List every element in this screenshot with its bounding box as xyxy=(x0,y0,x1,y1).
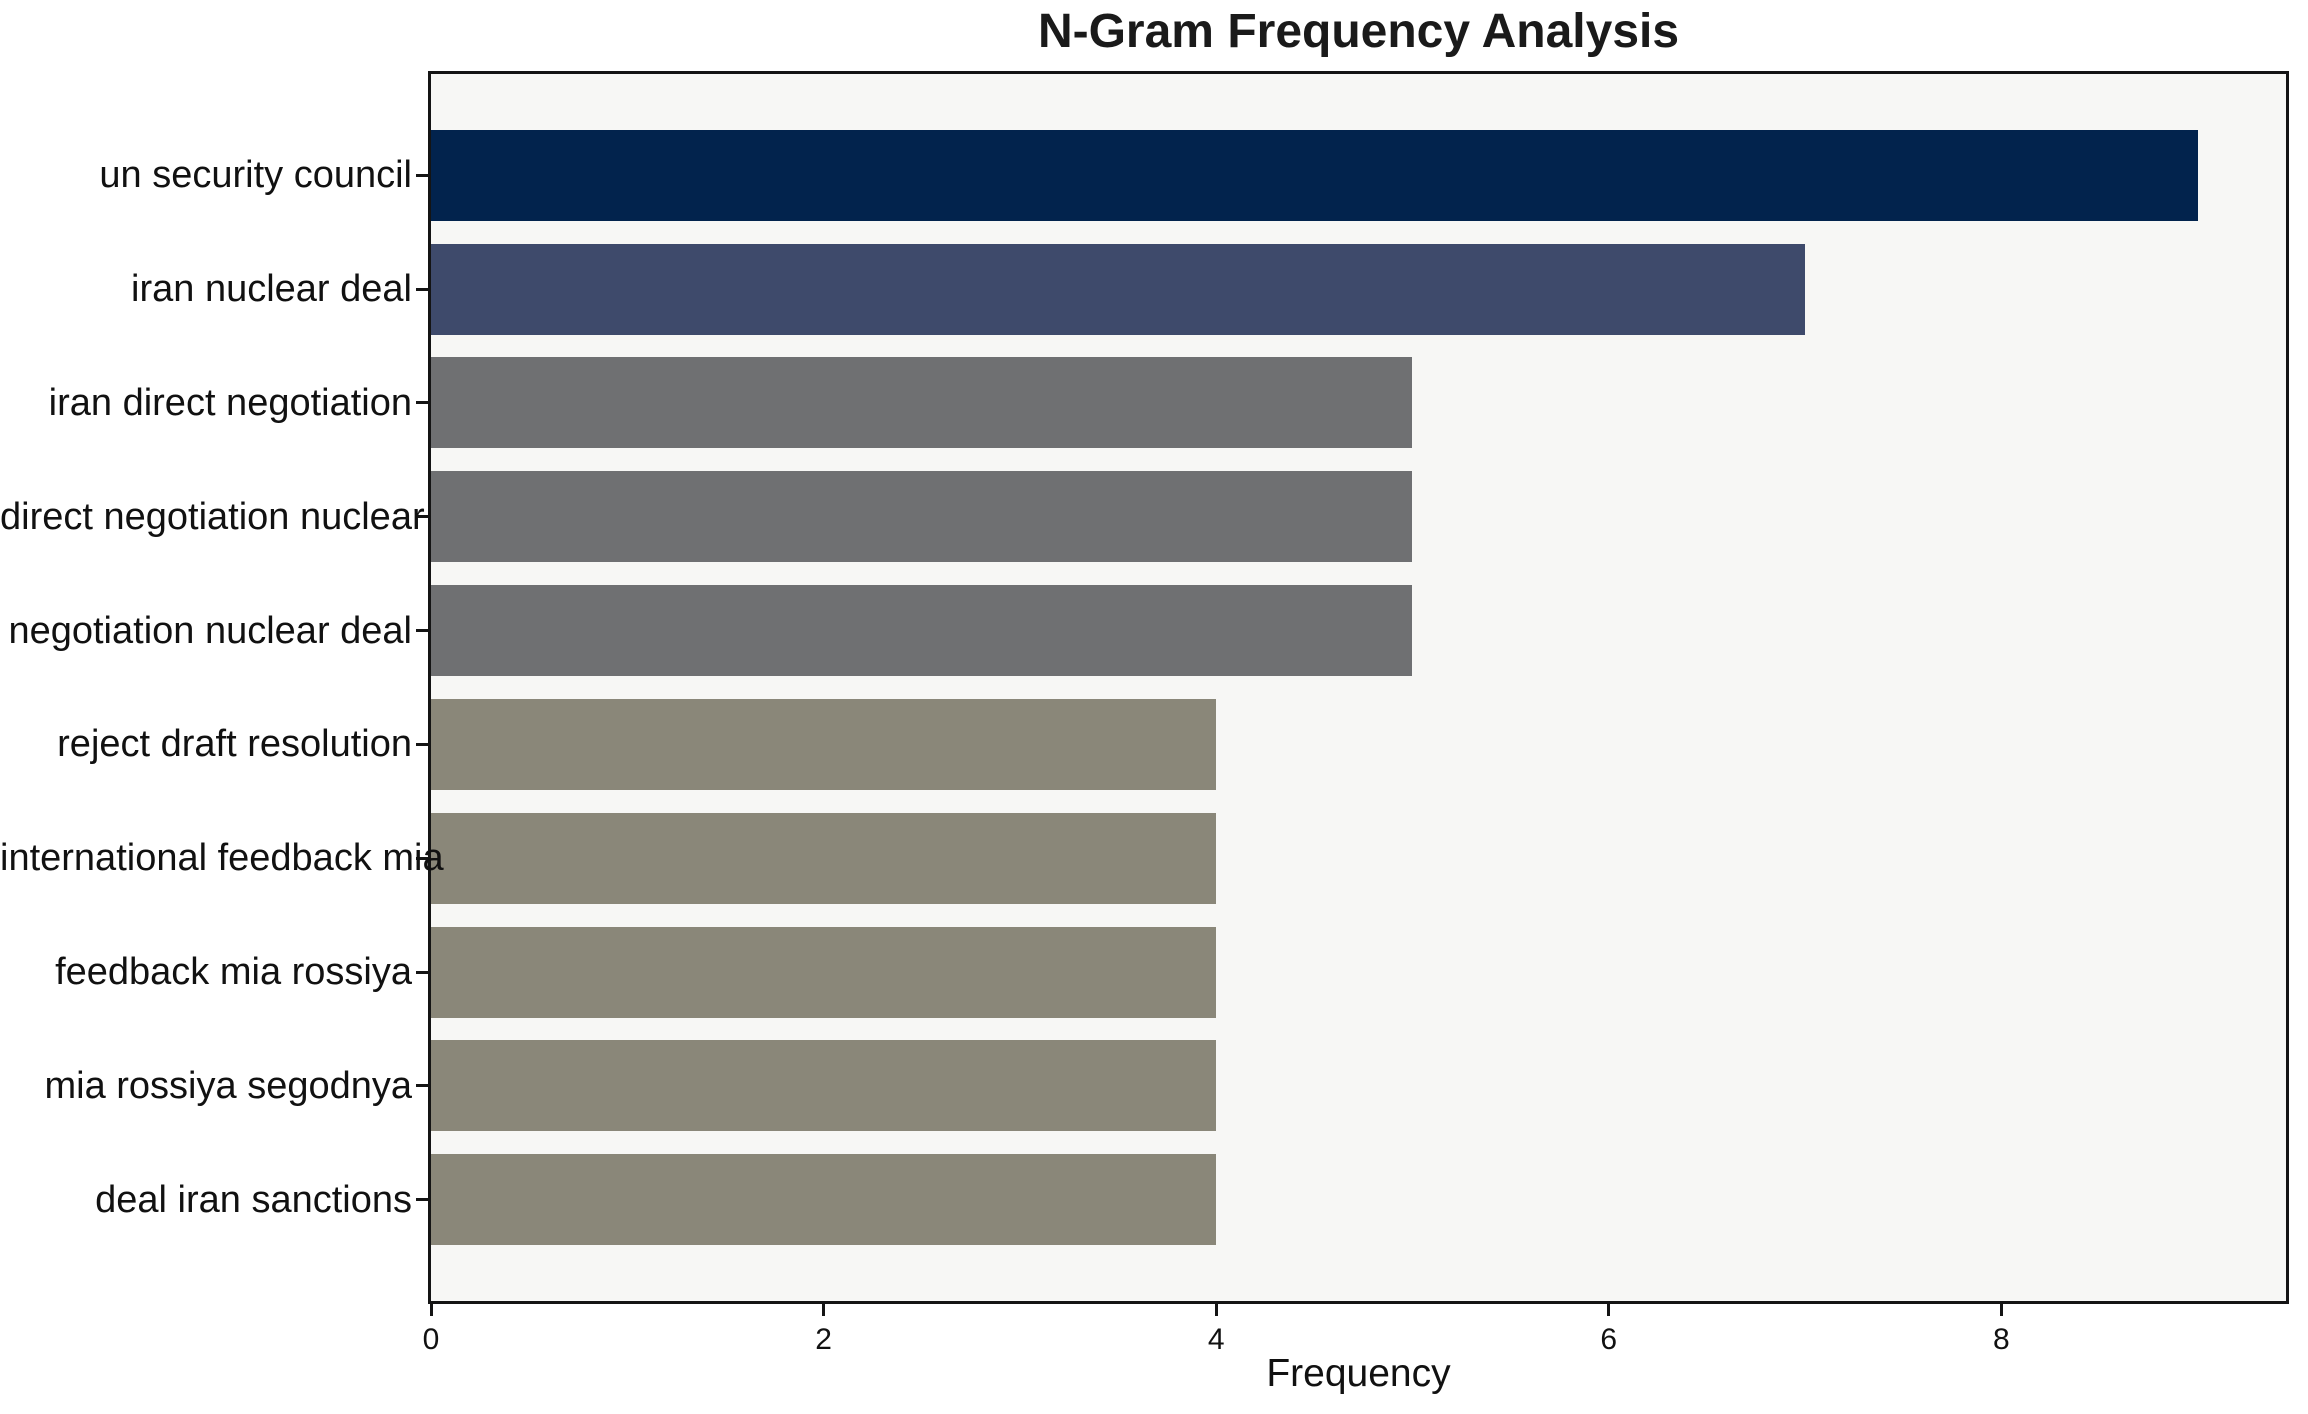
y-tick-label: direct negotiation nuclear xyxy=(0,495,425,538)
y-tick-mark xyxy=(416,1084,428,1088)
bar-iran-nuclear-deal xyxy=(431,243,1806,335)
plot-area xyxy=(428,71,2289,1304)
y-tick-label: feedback mia rossiya xyxy=(55,951,412,994)
y-tick-mark xyxy=(416,287,428,291)
y-tick-label: mia rossiya segodnya xyxy=(44,1064,412,1107)
bar-iran-direct-negotiation xyxy=(431,357,1413,449)
y-tick-label: iran direct negotiation xyxy=(48,381,412,424)
bar-negotiation-nuclear-deal xyxy=(431,585,1413,677)
x-tick-label: 4 xyxy=(1207,1323,1225,1356)
x-tick-label: 0 xyxy=(422,1323,440,1356)
y-tick-mark xyxy=(416,401,428,405)
bar-un-security-council xyxy=(431,129,2198,221)
y-tick-label: iran nuclear deal xyxy=(131,268,412,311)
y-tick-mark xyxy=(416,629,428,633)
bar-feedback-mia-rossiya xyxy=(431,926,1217,1018)
y-tick-mark xyxy=(416,742,428,746)
y-tick-mark xyxy=(416,970,428,974)
x-tick-mark xyxy=(1214,1304,1218,1316)
y-tick-mark xyxy=(416,173,428,177)
x-tick-mark xyxy=(429,1304,433,1316)
bar-direct-negotiation-nuclear xyxy=(431,471,1413,563)
bar-reject-draft-resolution xyxy=(431,698,1217,790)
y-tick-label: reject draft resolution xyxy=(57,723,412,766)
y-tick-label: un security council xyxy=(99,154,412,197)
y-tick-mark xyxy=(416,515,428,519)
x-tick-label: 2 xyxy=(815,1323,832,1356)
bar-deal-iran-sanctions xyxy=(431,1154,1217,1246)
y-tick-label: negotiation nuclear deal xyxy=(8,609,412,652)
x-axis-title: Frequency xyxy=(1266,1352,1451,1395)
x-tick-mark xyxy=(1999,1304,2003,1316)
y-tick-mark xyxy=(416,856,428,860)
y-tick-label: deal iran sanctions xyxy=(95,1178,412,1221)
x-tick-mark xyxy=(822,1304,826,1316)
bar-international-feedback-mia xyxy=(431,812,1217,904)
y-tick-mark xyxy=(416,1198,428,1202)
chart-title: N-Gram Frequency Analysis xyxy=(1037,5,1680,58)
y-tick-label: international feedback mia xyxy=(0,837,444,880)
x-tick-label: 6 xyxy=(1600,1323,1618,1356)
x-tick-label: 8 xyxy=(1993,1323,2010,1356)
bar-mia-rossiya-segodnya xyxy=(431,1040,1217,1132)
x-tick-mark xyxy=(1607,1304,1611,1316)
